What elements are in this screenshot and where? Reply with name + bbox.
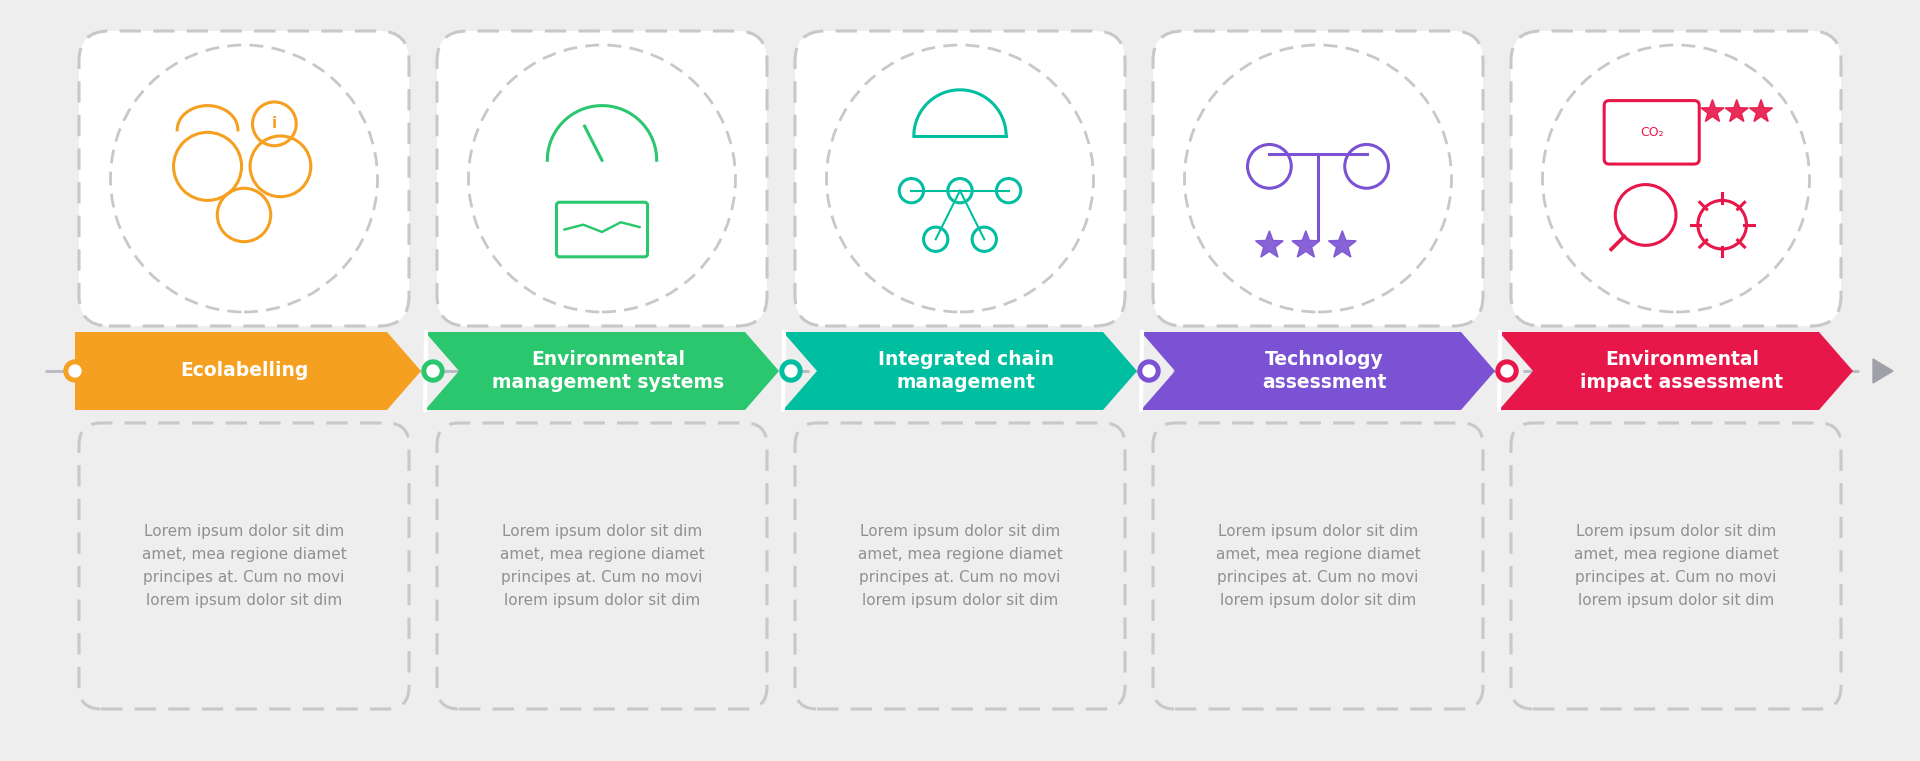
Text: Lorem ipsum dolor sit dim
amet, mea regione diamet
principes at. Cum no movi
lor: Lorem ipsum dolor sit dim amet, mea regi… bbox=[499, 524, 705, 608]
Polygon shape bbox=[1726, 100, 1749, 122]
Polygon shape bbox=[1874, 359, 1893, 383]
Circle shape bbox=[1142, 365, 1156, 377]
Text: Lorem ipsum dolor sit dim
amet, mea regione diamet
principes at. Cum no movi
lor: Lorem ipsum dolor sit dim amet, mea regi… bbox=[142, 524, 346, 608]
Text: Technology
assessment: Technology assessment bbox=[1261, 350, 1386, 392]
FancyBboxPatch shape bbox=[438, 31, 766, 326]
Text: i: i bbox=[273, 116, 276, 132]
FancyBboxPatch shape bbox=[79, 423, 409, 709]
Circle shape bbox=[785, 365, 797, 377]
Text: Lorem ipsum dolor sit dim
amet, mea regione diamet
principes at. Cum no movi
lor: Lorem ipsum dolor sit dim amet, mea regi… bbox=[1574, 524, 1778, 608]
Text: CO₂: CO₂ bbox=[1640, 126, 1663, 139]
Polygon shape bbox=[1292, 231, 1319, 257]
FancyBboxPatch shape bbox=[1511, 31, 1841, 326]
Circle shape bbox=[422, 360, 444, 382]
Polygon shape bbox=[1500, 332, 1853, 410]
Circle shape bbox=[69, 365, 81, 377]
Text: Environmental
management systems: Environmental management systems bbox=[492, 350, 724, 392]
Circle shape bbox=[1139, 360, 1160, 382]
Circle shape bbox=[63, 360, 86, 382]
Text: Environmental
impact assessment: Environmental impact assessment bbox=[1580, 350, 1784, 392]
Polygon shape bbox=[1749, 100, 1772, 122]
Polygon shape bbox=[1701, 100, 1724, 122]
Circle shape bbox=[1501, 365, 1513, 377]
Text: Lorem ipsum dolor sit dim
amet, mea regione diamet
principes at. Cum no movi
lor: Lorem ipsum dolor sit dim amet, mea regi… bbox=[858, 524, 1062, 608]
FancyBboxPatch shape bbox=[795, 31, 1125, 326]
Text: Ecolabelling: Ecolabelling bbox=[180, 361, 309, 380]
FancyBboxPatch shape bbox=[1511, 423, 1841, 709]
FancyBboxPatch shape bbox=[795, 423, 1125, 709]
FancyBboxPatch shape bbox=[1154, 423, 1482, 709]
Text: Integrated chain
management: Integrated chain management bbox=[877, 350, 1054, 392]
FancyBboxPatch shape bbox=[79, 31, 409, 326]
Polygon shape bbox=[1329, 231, 1356, 257]
Polygon shape bbox=[1256, 231, 1283, 257]
Polygon shape bbox=[783, 332, 1137, 410]
Circle shape bbox=[780, 360, 803, 382]
FancyBboxPatch shape bbox=[438, 423, 766, 709]
Polygon shape bbox=[1140, 332, 1496, 410]
Polygon shape bbox=[75, 332, 420, 410]
Circle shape bbox=[1496, 360, 1519, 382]
Circle shape bbox=[426, 365, 440, 377]
Text: Lorem ipsum dolor sit dim
amet, mea regione diamet
principes at. Cum no movi
lor: Lorem ipsum dolor sit dim amet, mea regi… bbox=[1215, 524, 1421, 608]
Polygon shape bbox=[424, 332, 780, 410]
FancyBboxPatch shape bbox=[1154, 31, 1482, 326]
